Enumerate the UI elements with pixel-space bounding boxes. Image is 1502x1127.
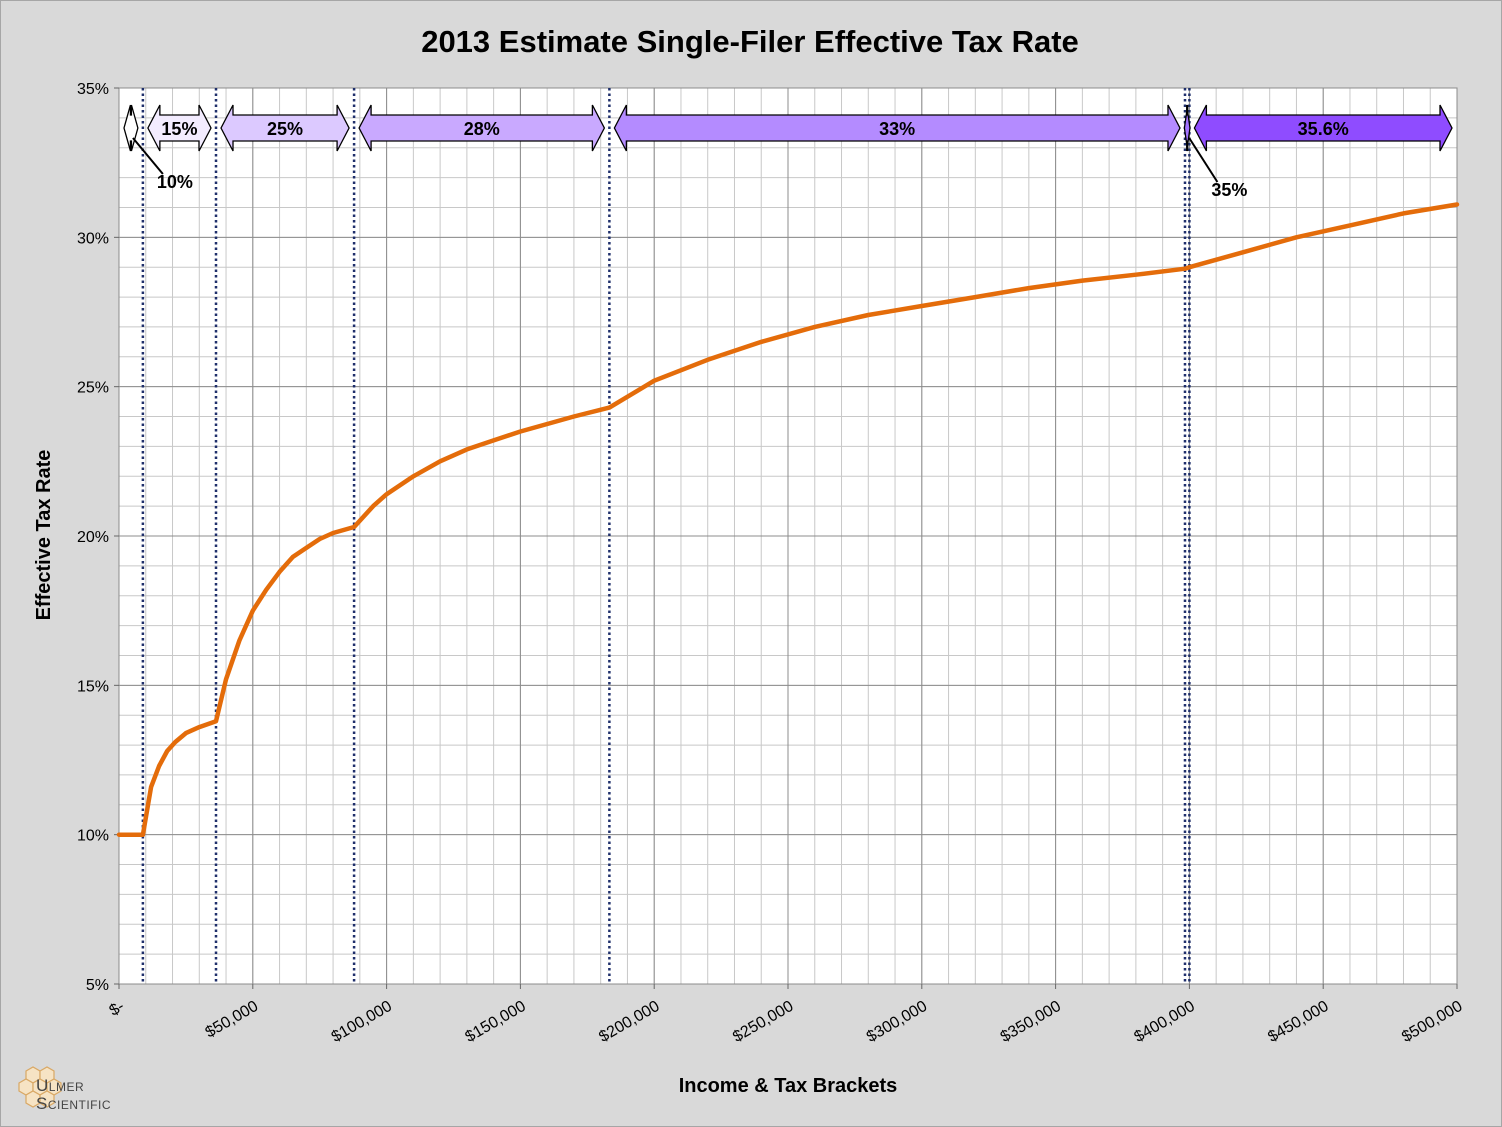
y-tick-label: 25% <box>77 380 109 397</box>
x-tick-label: $450,000 <box>1265 998 1331 1046</box>
x-tick-label: $500,000 <box>1399 998 1465 1046</box>
y-tick-label: 30% <box>77 230 109 247</box>
honeycomb-logo-icon: Ulmer Scientific <box>18 1066 111 1113</box>
y-axis-ticks: 5% 10% 15% 20% 25% 30% 35% <box>77 81 119 994</box>
x-tick-label: $400,000 <box>1132 998 1198 1046</box>
effective-rate-line <box>116 202 1460 837</box>
bracket-arrow-3 <box>358 104 606 152</box>
x-tick-label: $100,000 <box>329 998 395 1046</box>
logo-text-line1: Ulmer <box>36 1076 84 1095</box>
x-axis-ticks: $- $50,000 $100,000 $150,000 $200,000 $250,00… <box>107 984 1465 1046</box>
x-tick-label: $- <box>107 998 128 1020</box>
x-axis-label: Income & Tax Brackets <box>679 1075 898 1097</box>
bracket-arrow-1 <box>147 104 212 152</box>
bracket-arrow-2 <box>220 104 350 152</box>
x-tick-label: $250,000 <box>730 998 796 1046</box>
y-tick-label: 5% <box>86 977 109 994</box>
y-tick-label: 35% <box>77 81 109 98</box>
bracket-label: 25% <box>267 119 303 139</box>
x-tick-label: $150,000 <box>463 998 529 1046</box>
x-tick-label: $350,000 <box>998 998 1064 1046</box>
y-tick-label: 10% <box>77 828 109 845</box>
bracket-label: 15% <box>161 119 197 139</box>
bracket-boundary-lines <box>141 88 1191 984</box>
bracket-label: 28% <box>464 119 500 139</box>
bracket-callout-leader <box>132 137 164 175</box>
series-layer <box>116 202 1460 837</box>
bracket-arrow-5 <box>1183 104 1191 152</box>
bracket-callout-label: 10% <box>157 172 193 192</box>
bracket-arrow-6 <box>1193 104 1453 152</box>
chart-title: 2013 Estimate Single-Filer Effective Tax… <box>421 24 1079 59</box>
ulmer-scientific-logo: Ulmer Scientific <box>12 1062 152 1122</box>
logo-text-line2: Scientific <box>36 1094 111 1113</box>
y-tick-label: 20% <box>77 529 109 546</box>
x-tick-label: $200,000 <box>596 998 662 1046</box>
major-gridlines <box>118 87 1458 985</box>
y-axis-label: Effective Tax Rate <box>33 450 55 621</box>
bracket-arrows: 10% 15% 25% 28% 33% 35% 35.6% <box>123 104 1453 200</box>
bracket-label: 33% <box>879 119 915 139</box>
x-tick-label: $300,000 <box>864 998 930 1046</box>
bracket-label: 35.6% <box>1298 119 1349 139</box>
y-tick-label: 15% <box>77 678 109 695</box>
bracket-callout-label: 35% <box>1211 180 1247 200</box>
x-tick-label: $50,000 <box>203 998 262 1042</box>
bracket-arrow-4 <box>613 104 1181 152</box>
bracket-callout-leader <box>1188 137 1219 183</box>
